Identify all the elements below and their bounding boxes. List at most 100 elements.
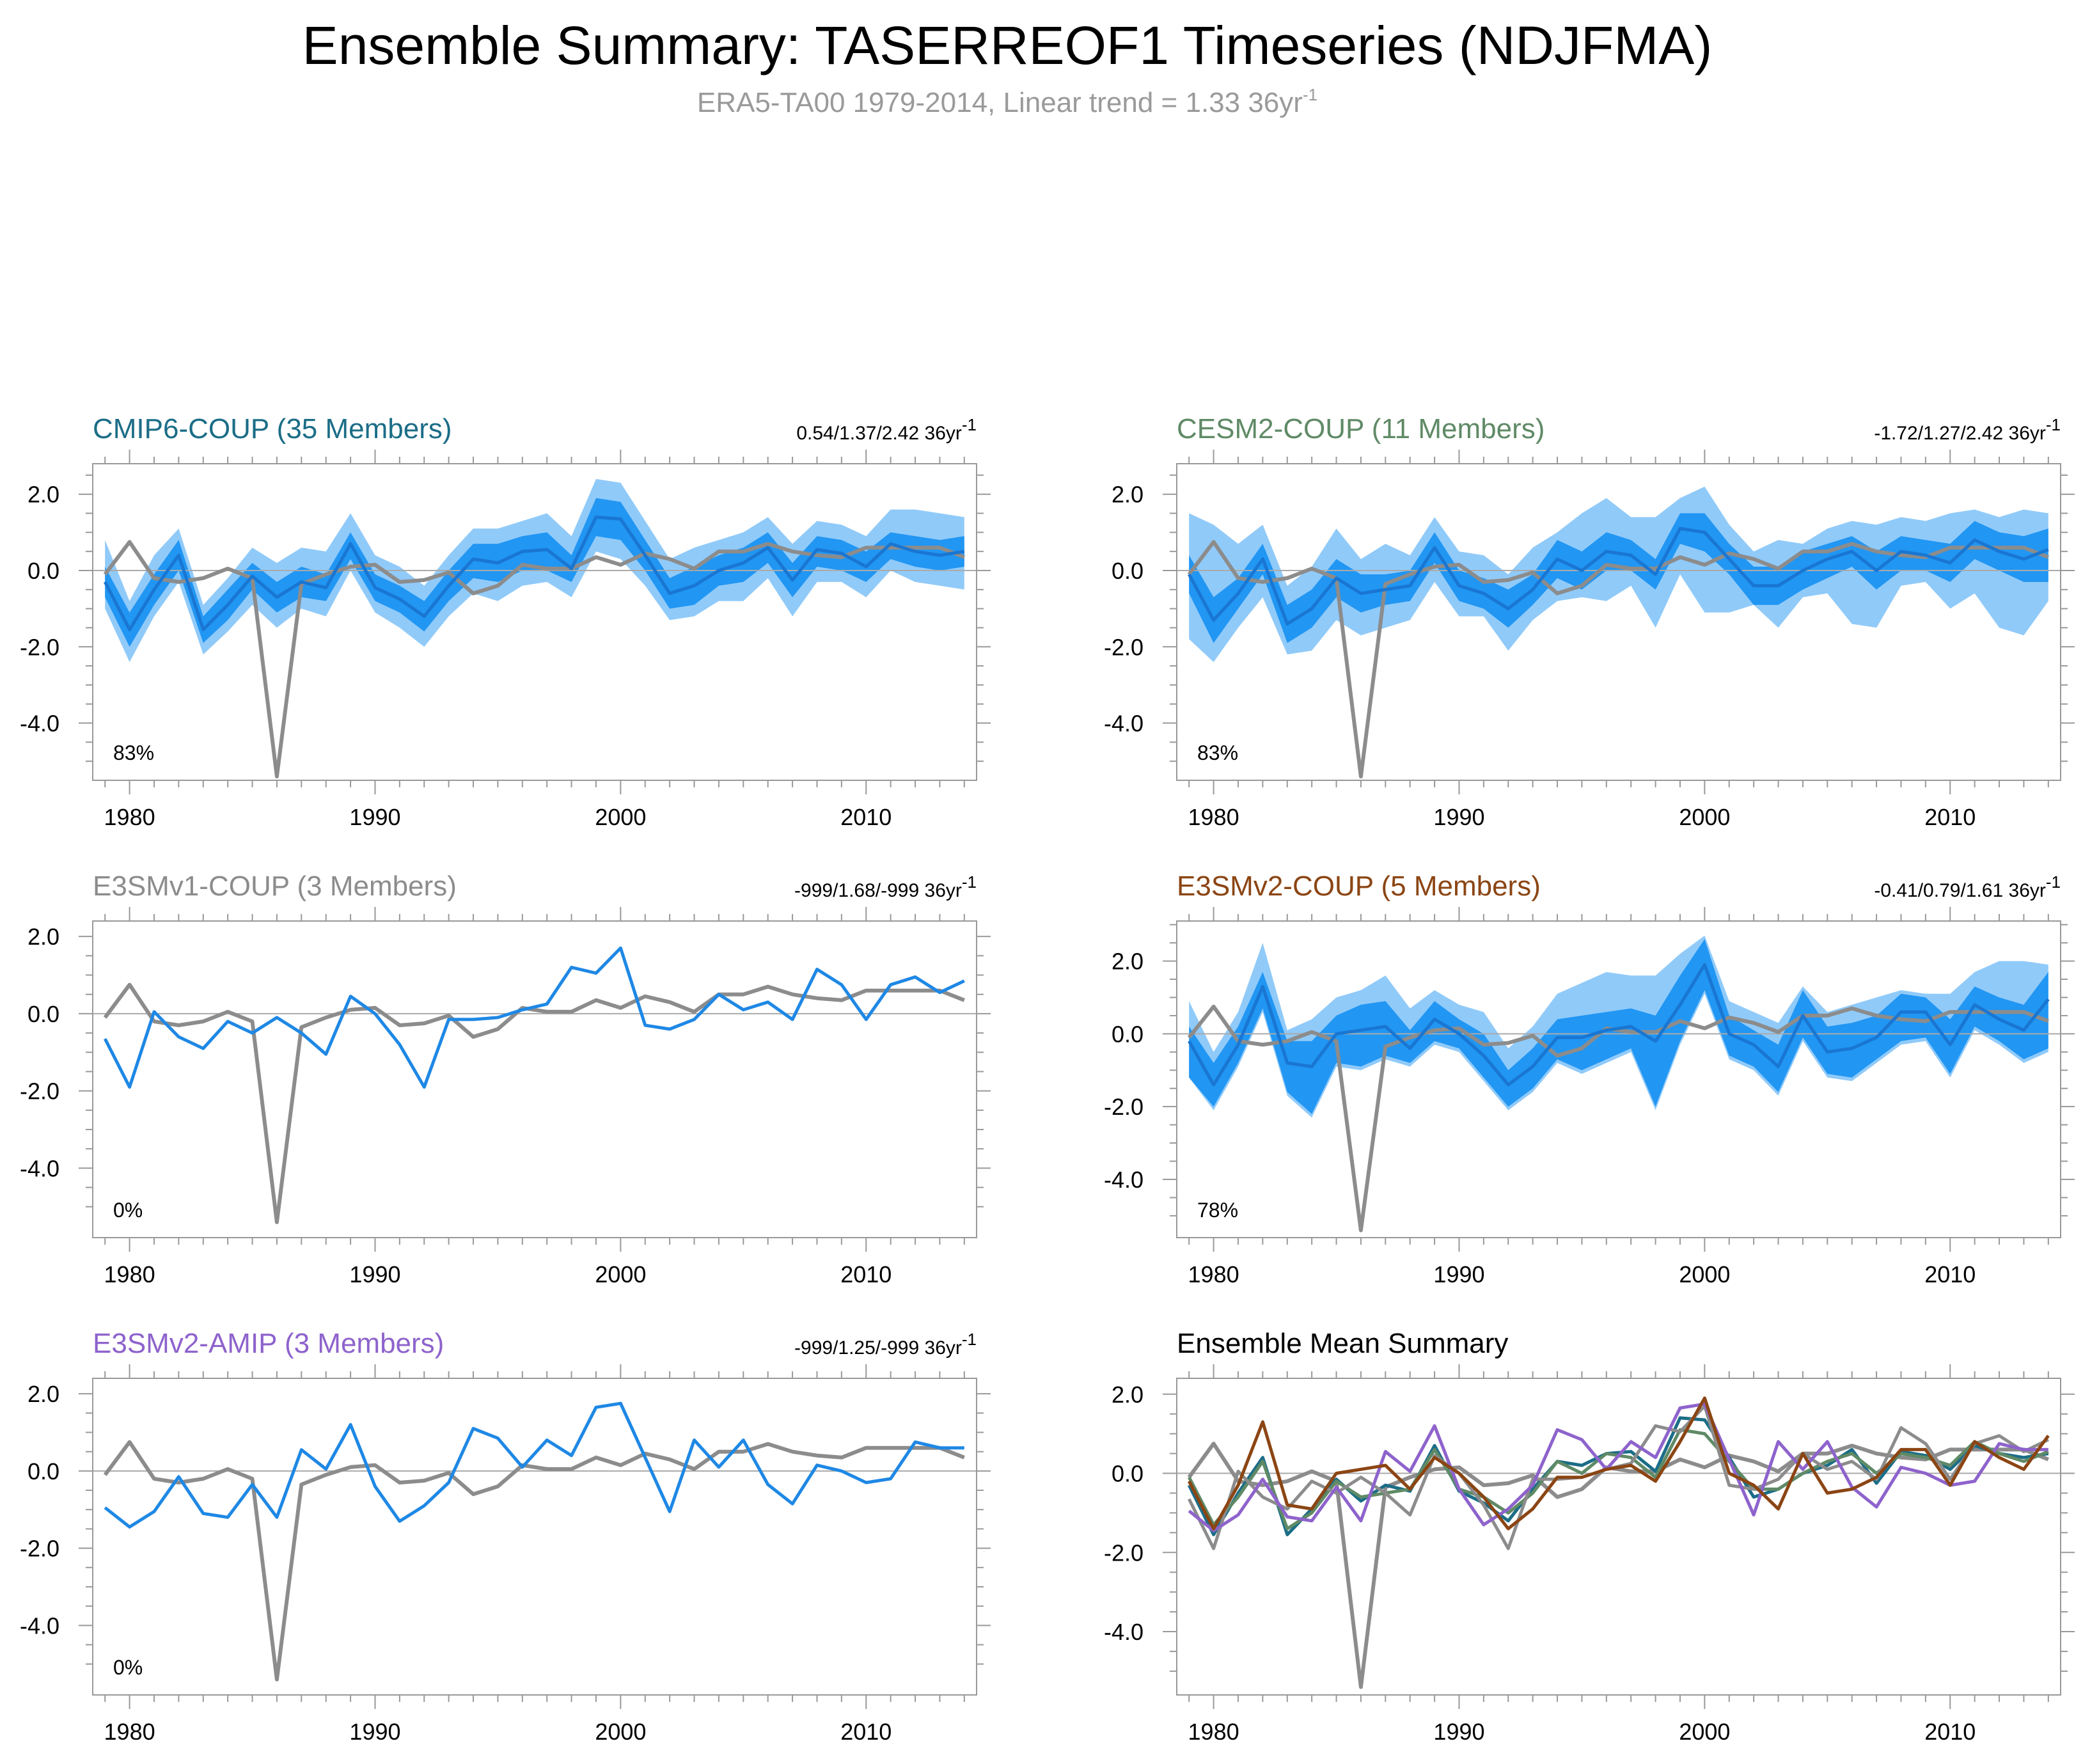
x-tick-label: 2010 [840,1261,892,1288]
series-line-ensemble-mean [104,1401,964,1529]
figure-subtitle: ERA5-TA00 1979-2014, Linear trend = 1.33… [697,85,1317,118]
panel-title: E3SMv2-AMIP (3 Members) [93,1328,444,1359]
series-line-cmip6-coup [1187,1416,2049,1536]
panel-title: E3SMv2-COUP (5 Members) [1177,870,1541,902]
obs-line [103,982,965,1224]
series-line-e3smv2-amip [1188,1402,2048,1532]
panel-cmip6: CMIP6-COUP (35 Members) 0.54/1.37/2.42 36… [20,413,991,830]
x-tick-label: 2000 [595,1719,646,1745]
x-tick-label: 2010 [1924,1261,1976,1288]
panel-stat-text: -0.41/0.79/1.61 36yr [1874,880,2046,901]
mid-range-band [1189,939,2048,1114]
figure-subtitle-text: ERA5-TA00 1979-2014, Linear trend = 1.33… [697,87,1303,118]
panel-e3smv2-amip: E3SMv2-AMIP (3 Members) -999/1.25/-999 36… [20,1328,991,1745]
series-line-e3smv2-coup [1187,1396,2050,1531]
panel-stat-sup: -1 [2046,872,2061,892]
obs-line [103,1440,965,1681]
x-tick-label: 2000 [1679,1261,1730,1288]
x-tick-label: 2010 [1924,1719,1976,1745]
y-tick-label: 0.0 [28,1458,59,1484]
y-tick-label: 2.0 [1112,949,1144,975]
y-tick-label: 2.0 [1112,1382,1144,1408]
percent-label: 83% [113,741,154,764]
percent-label: 0% [113,1199,143,1222]
obs-line [1187,540,2049,778]
obs-line [1187,1442,2049,1689]
y-tick-label: -4.0 [1104,711,1144,737]
panel-e3smv1: E3SMv1-COUP (3 Members) -999/1.68/-999 36… [20,870,991,1288]
panels: CMIP6-COUP (35 Members) 0.54/1.37/2.42 36… [20,413,2075,1745]
panel-stat: -0.41/0.79/1.61 36yr-1 [1874,872,2061,901]
y-tick-label: 0.0 [1112,1021,1144,1047]
series-line-e3smv1-coup [1187,1404,2049,1550]
x-tick-label: 2010 [840,1719,892,1745]
x-tick-label: 1980 [1188,1719,1239,1745]
panel-ensemble-summary: Ensemble Mean Summary 2.0 0.0 -2.0 -4.0 1980 1… [1104,1328,2075,1745]
panel-cesm2: CESM2-COUP (11 Members) -1.72/1.27/2.42 3… [1104,413,2075,830]
percent-label: 0% [113,1656,143,1679]
obs-line [103,540,965,778]
plot-frame [92,463,977,781]
x-tick-label: 2000 [595,1261,646,1288]
x-tick-label: 1980 [104,1719,155,1745]
y-tick-label: 0.0 [28,558,59,584]
x-tick-label: 1990 [1433,804,1484,830]
full-range-band [1189,486,2048,663]
panel-stat: -999/1.25/-999 36yr-1 [794,1330,977,1358]
y-tick-label: 2.0 [28,482,59,508]
panel-stat-text: 0.54/1.37/2.42 36yr [796,423,962,444]
x-tick-label: 1980 [1188,1261,1239,1288]
panel-e3smv2-coup: E3SMv2-COUP (5 Members) -0.41/0.79/1.61 3… [1104,870,2075,1288]
panel-stat-sup: -1 [2046,415,2061,434]
x-tick-label: 1990 [349,1719,400,1745]
panel-stat-sup: -1 [962,415,977,434]
y-tick-label: -2.0 [20,1536,59,1562]
percent-label: 78% [1197,1199,1238,1222]
y-tick-label: -2.0 [1104,1540,1144,1566]
y-tick-label: 0.0 [28,1001,59,1027]
y-tick-label: -2.0 [20,1078,59,1105]
y-tick-label: -4.0 [20,711,59,737]
plot-frame [92,1378,977,1696]
y-tick-label: 2.0 [1112,482,1144,508]
panel-stat: 0.54/1.37/2.42 36yr-1 [796,415,977,444]
y-tick-label: -4.0 [1104,1619,1144,1645]
y-tick-label: -4.0 [20,1155,59,1181]
figure-subtitle-sup: -1 [1303,85,1317,104]
x-tick-label: 1980 [104,1261,155,1288]
series-line-ensemble-mean [1187,526,2049,626]
panel-title: E3SMv1-COUP (3 Members) [93,870,457,902]
series-line-ensemble-mean [103,516,965,631]
x-tick-label: 2000 [595,804,646,830]
y-tick-label: -2.0 [1104,1094,1144,1120]
x-tick-label: 2010 [840,804,892,830]
y-tick-label: 0.0 [1112,558,1144,584]
x-tick-label: 1990 [1433,1719,1484,1745]
panel-stat: -1.72/1.27/2.42 36yr-1 [1874,415,2061,444]
plot-frame [1176,920,2061,1238]
panel-title: CMIP6-COUP (35 Members) [93,413,452,445]
y-tick-label: 0.0 [1112,1461,1144,1487]
y-tick-label: 2.0 [28,924,59,950]
plot-frame [1176,1378,2061,1696]
plot-frame [1176,463,2061,781]
figure-title: Ensemble Summary: TASERREOF1 Timeseries … [303,15,1713,75]
panel-stat-text: -999/1.25/-999 36yr [794,1337,962,1358]
x-tick-label: 1990 [1433,1261,1484,1288]
y-tick-label: -4.0 [1104,1167,1144,1193]
panel-stat-text: -1.72/1.27/2.42 36yr [1874,423,2046,444]
x-tick-label: 2010 [1924,804,1976,830]
panel-stat-sup: -1 [962,1330,977,1349]
y-tick-label: -4.0 [20,1612,59,1639]
panel-stat-sup: -1 [962,872,977,892]
y-tick-label: -2.0 [20,634,59,660]
panel-stat: -999/1.68/-999 36yr-1 [794,872,977,901]
x-tick-label: 2000 [1679,804,1730,830]
series-line-ensemble-mean [1188,963,2050,1087]
y-tick-label: 2.0 [28,1381,59,1407]
panel-title: CESM2-COUP (11 Members) [1177,413,1545,445]
panel-title: Ensemble Mean Summary [1177,1328,1508,1359]
x-tick-label: 1980 [104,804,155,830]
series-line-ensemble-mean [103,946,965,1089]
